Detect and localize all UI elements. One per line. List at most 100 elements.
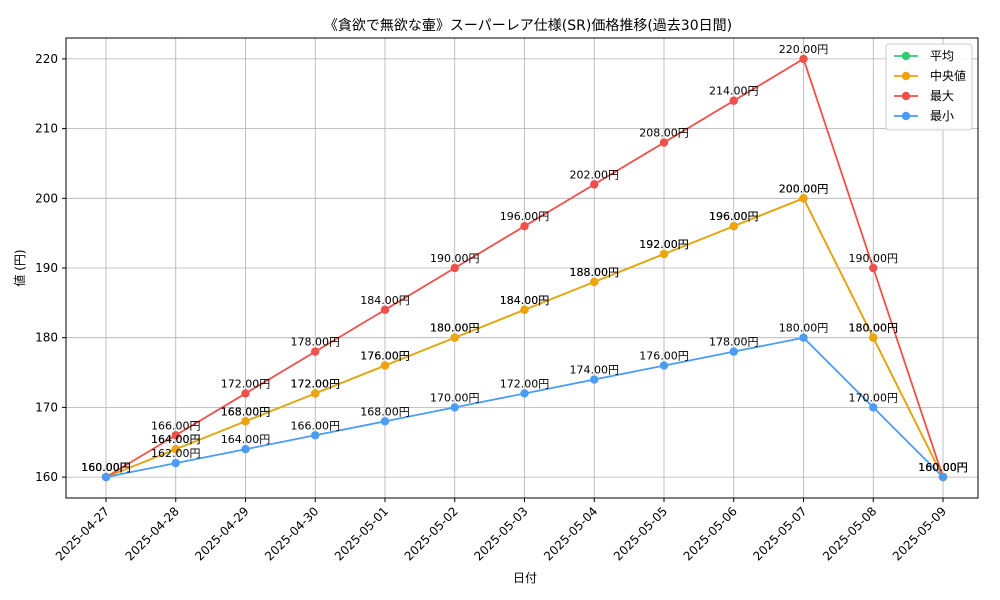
data-label: 202.00円 — [570, 168, 620, 181]
x-tick-label: 2025-05-07 — [750, 504, 809, 563]
legend-label: 平均 — [930, 49, 954, 63]
data-point — [659, 361, 669, 370]
data-label: 172.00円 — [221, 377, 271, 390]
x-axis: 2025-04-27 2025-04-28 2025-04-29 2025-04-30… — [53, 498, 949, 563]
legend-marker — [901, 91, 911, 101]
data-label: 160.00円 — [918, 461, 968, 474]
data-label: 180.00円 — [430, 322, 480, 335]
data-label: 214.00円 — [709, 85, 759, 98]
data-point — [380, 417, 390, 426]
data-point — [520, 389, 529, 398]
x-tick-label: 2025-05-03 — [471, 504, 530, 563]
data-point — [590, 375, 599, 384]
data-point — [729, 221, 738, 231]
data-point — [729, 96, 738, 105]
legend-marker — [901, 51, 911, 61]
data-point — [938, 472, 948, 482]
data-label: 196.00円 — [709, 210, 759, 223]
y-tick-label: 200 — [35, 191, 58, 205]
data-point — [380, 305, 390, 315]
grid — [66, 38, 978, 498]
legend-label: 最大 — [930, 89, 954, 103]
data-label: 164.00円 — [221, 433, 271, 446]
data-point — [241, 389, 250, 398]
y-tick-label: 170 — [35, 400, 58, 414]
data-label: 160.00円 — [918, 461, 968, 474]
data-point — [659, 138, 669, 147]
y-tick-label: 180 — [35, 331, 58, 345]
data-label: 190.00円 — [849, 252, 899, 265]
data-point — [241, 417, 250, 426]
data-label: 160.00円 — [81, 461, 131, 474]
data-label: 178.00円 — [291, 336, 341, 349]
data-point — [171, 431, 180, 440]
y-tick-label: 210 — [35, 122, 58, 136]
data-label: 160.00円 — [81, 461, 131, 474]
data-label: 184.00円 — [500, 294, 550, 307]
y-axis-title: 値 (円) — [12, 249, 27, 286]
data-point — [729, 347, 738, 356]
data-label: 172.00円 — [291, 377, 341, 390]
data-label: 174.00円 — [570, 364, 620, 377]
data-label: 192.00円 — [639, 238, 689, 251]
x-tick-label: 2025-05-01 — [332, 504, 391, 563]
x-tick-label: 2025-04-27 — [53, 504, 112, 563]
data-label: 172.00円 — [291, 377, 341, 390]
data-point — [450, 263, 459, 273]
data-point — [869, 403, 878, 412]
data-label: 170.00円 — [849, 391, 899, 404]
data-point — [590, 180, 599, 189]
data-label: 168.00円 — [221, 405, 271, 418]
data-label: 180.00円 — [779, 322, 829, 335]
data-point — [311, 389, 320, 398]
data-point — [311, 431, 320, 440]
legend-box — [885, 43, 973, 131]
x-tick-label: 2025-05-06 — [681, 504, 740, 563]
data-point — [101, 472, 111, 482]
x-tick-label: 2025-05-09 — [890, 504, 949, 563]
x-tick-label: 2025-05-04 — [541, 504, 600, 563]
data-label: 168.00円 — [221, 405, 271, 418]
y-tick-label: 220 — [35, 52, 58, 66]
x-tick-label: 2025-04-29 — [192, 504, 251, 563]
data-label: 220.00円 — [779, 43, 829, 56]
x-tick-label: 2025-05-02 — [402, 504, 461, 563]
data-point — [659, 249, 669, 259]
data-point — [380, 361, 390, 370]
data-label: 172.00円 — [500, 377, 550, 390]
data-point — [520, 305, 529, 315]
legend-marker — [901, 111, 911, 121]
legend-label: 最小 — [930, 109, 954, 123]
data-point — [869, 333, 878, 342]
x-tick-label: 2025-04-30 — [262, 504, 321, 563]
data-point — [590, 277, 599, 287]
data-label: 160.00円 — [918, 461, 968, 474]
series-3 — [101, 54, 948, 482]
data-label: 176.00円 — [639, 350, 689, 363]
chart-title: 《貪欲で無欲な壷》スーパーレア仕様(SR)価格推移(過去30日間) — [324, 17, 732, 34]
x-tick-label: 2025-05-05 — [611, 504, 670, 563]
data-label: 162.00円 — [151, 447, 201, 460]
data-label: 176.00円 — [360, 350, 410, 363]
data-label: 190.00円 — [430, 252, 480, 265]
data-label: 170.00円 — [430, 391, 480, 404]
data-label: 200.00円 — [779, 182, 829, 195]
data-point — [799, 333, 808, 342]
data-label: 160.00円 — [918, 461, 968, 474]
data-label: 180.00円 — [430, 322, 480, 335]
data-point — [171, 445, 180, 454]
data-label: 196.00円 — [709, 210, 759, 223]
data-labels: 160.00円 164.00円 168.00円 172.00円 176.00円 180.0… — [81, 43, 968, 474]
data-label: 178.00円 — [709, 336, 759, 349]
y-tick-label: 190 — [35, 261, 58, 275]
data-label: 164.00円 — [151, 433, 201, 446]
data-label: 184.00円 — [500, 294, 550, 307]
data-label: 166.00円 — [291, 419, 341, 432]
legend-label: 中央値 — [930, 68, 966, 83]
data-label: 180.00円 — [849, 322, 899, 335]
data-label: 192.00円 — [639, 238, 689, 251]
data-label: 188.00円 — [570, 266, 620, 279]
data-point — [241, 445, 250, 454]
